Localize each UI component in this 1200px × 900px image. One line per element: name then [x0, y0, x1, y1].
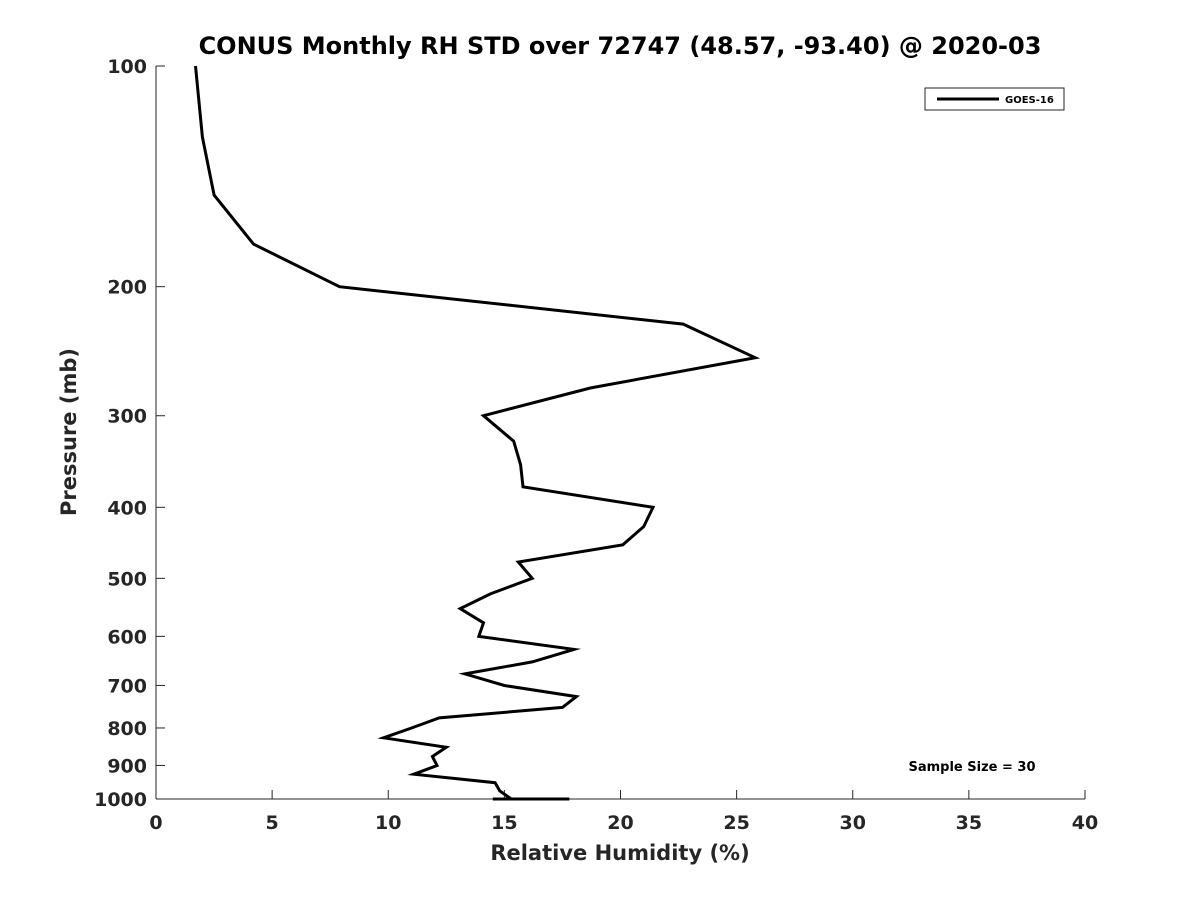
y-tick-label: 100: [107, 56, 147, 78]
y-tick-label: 400: [107, 497, 147, 519]
legend-entry-goes-16: GOES-16: [1005, 95, 1054, 106]
x-axis-label: Relative Humidity (%): [490, 841, 749, 865]
y-tick-label: 600: [107, 626, 147, 648]
axes: [155, 66, 1085, 800]
x-tick-label: 5: [266, 812, 279, 834]
y-axis-ticks: 100 200 300 400 500 600 700 800 900 1000: [94, 56, 165, 811]
x-tick-label: 35: [956, 812, 982, 834]
legend: GOES-16: [924, 87, 1065, 111]
y-tick-label: 1000: [94, 789, 147, 811]
series-lines: [194, 65, 761, 801]
y-axis-label: Pressure (mb): [57, 348, 81, 516]
sample-size-annotation: Sample Size = 30: [908, 760, 1035, 775]
x-tick-label: 40: [1072, 812, 1098, 834]
chart-title: CONUS Monthly RH STD over 72747 (48.57, …: [199, 32, 1042, 60]
x-tick-label: 0: [149, 812, 162, 834]
y-tick-label: 800: [107, 718, 147, 740]
y-tick-label: 700: [107, 675, 147, 697]
y-tick-label: 500: [107, 568, 147, 590]
y-tick-label: 300: [107, 406, 147, 428]
x-tick-label: 10: [375, 812, 401, 834]
x-tick-label: 15: [491, 812, 517, 834]
y-tick-label: 200: [107, 277, 147, 299]
x-tick-label: 25: [723, 812, 749, 834]
x-tick-label: 20: [607, 812, 633, 834]
series-line-goes-16: [194, 65, 761, 801]
x-tick-label: 30: [840, 812, 866, 834]
y-tick-label: 900: [107, 755, 147, 777]
x-axis-ticks: 0 5 10 15 20 25 30 35 40: [149, 790, 1098, 834]
